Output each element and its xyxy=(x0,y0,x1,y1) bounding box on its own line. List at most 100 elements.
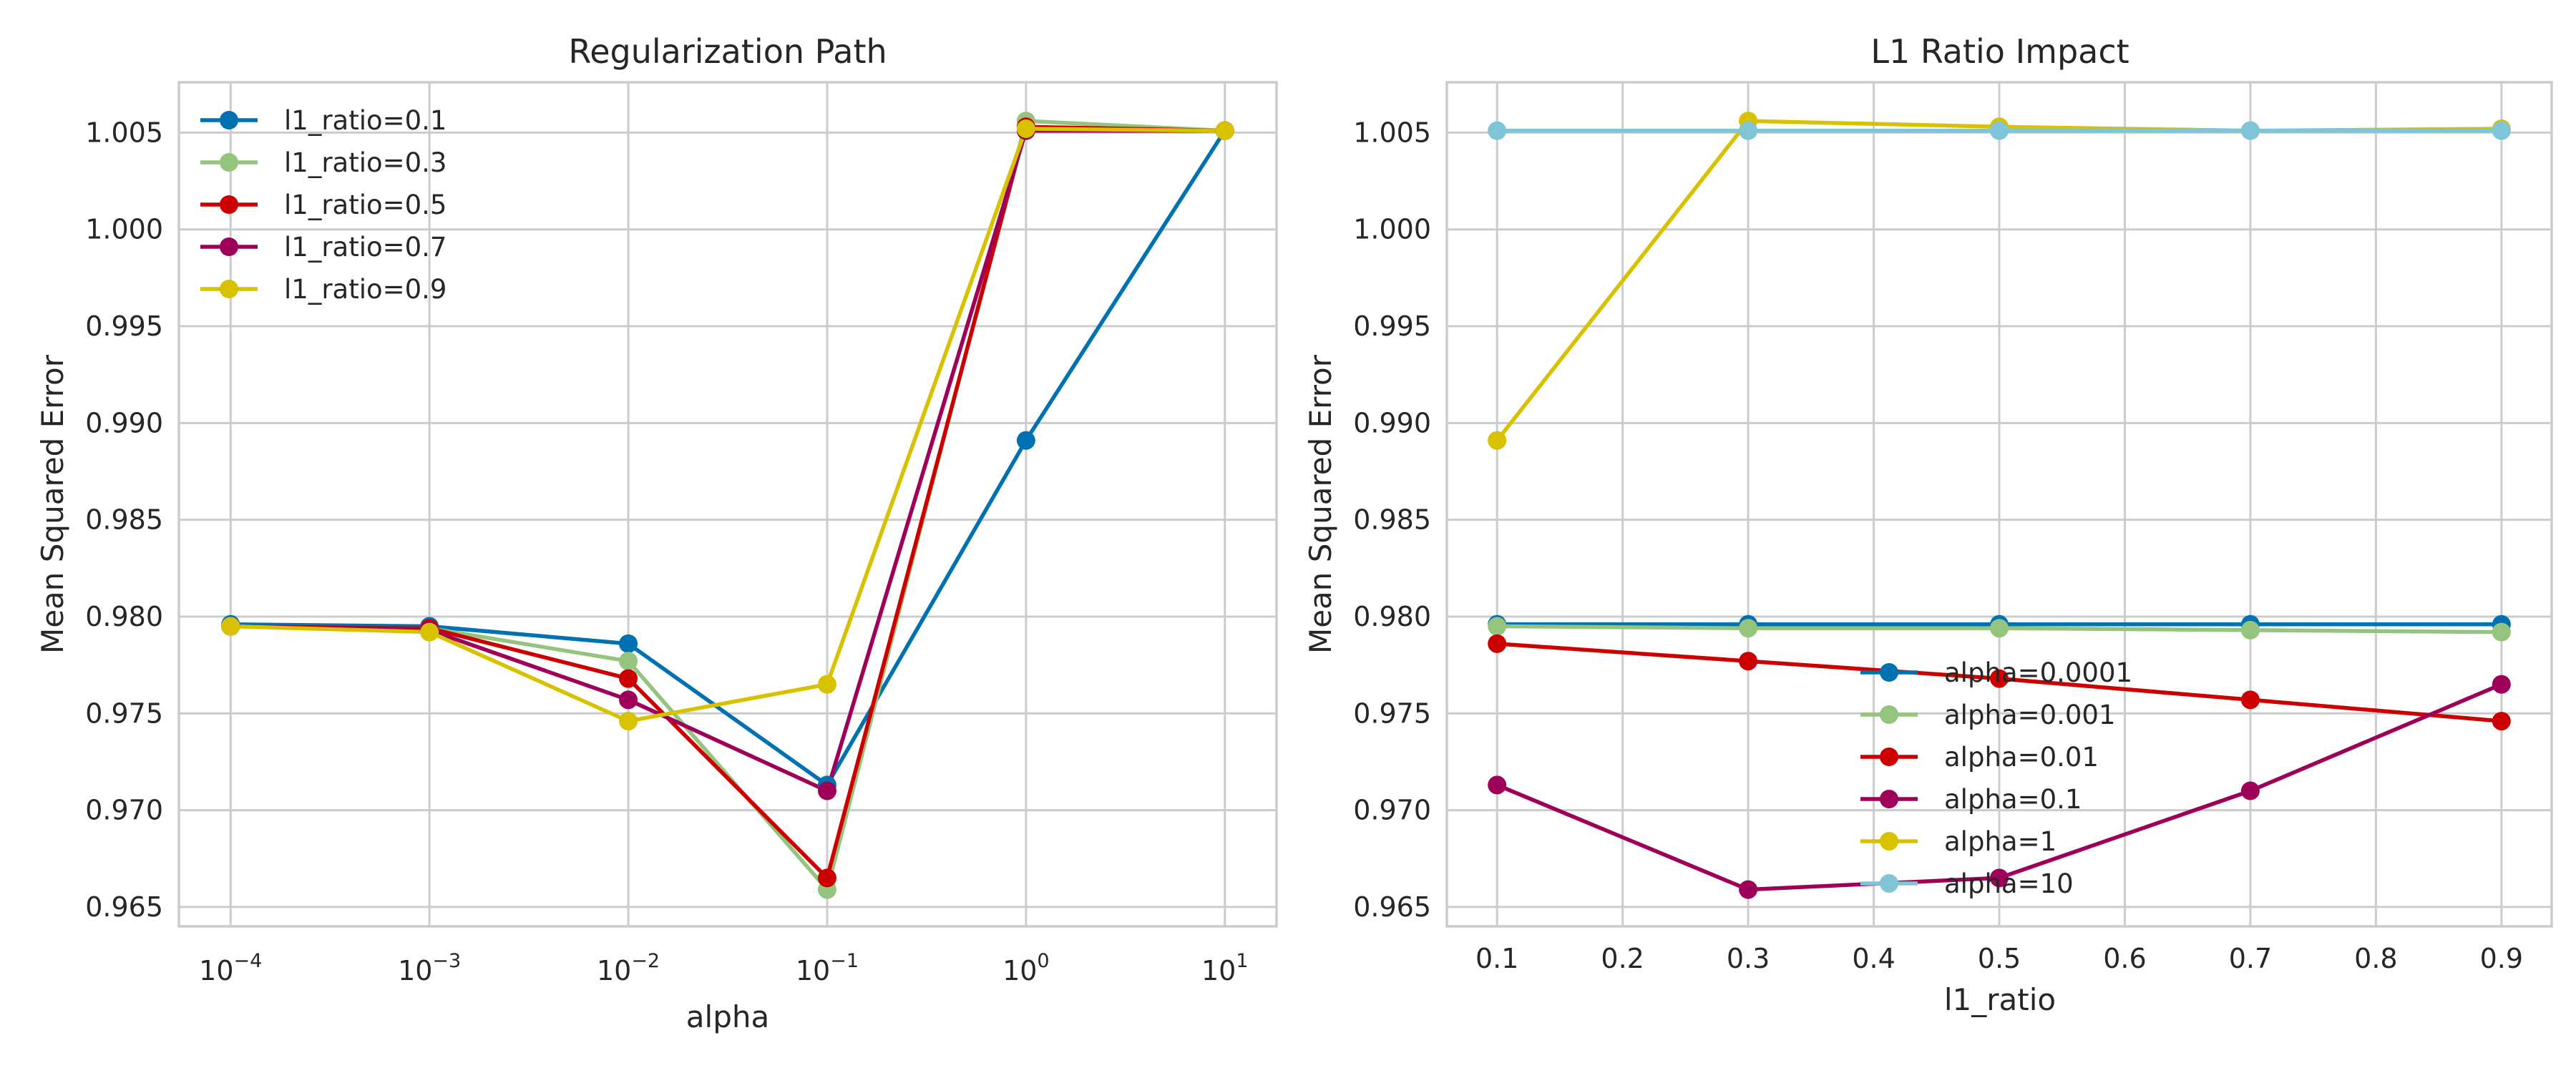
data-point-alpha-10 xyxy=(2240,121,2260,140)
data-point-l1-ratio-0-1 xyxy=(619,634,638,653)
y-tick-label: 0.980 xyxy=(85,601,163,632)
series-markers xyxy=(221,112,1234,899)
legend-label: alpha=1 xyxy=(1944,826,2057,857)
legend: l1_ratio=0.1 l1_ratio=0.3 l1_ratio=0.5 l1_r… xyxy=(200,105,447,305)
legend-swatch-marker xyxy=(1880,874,1898,893)
x-tick-label: 0.9 xyxy=(2480,943,2523,974)
plot-frame xyxy=(1445,81,2553,928)
data-point-alpha-0-001 xyxy=(1739,619,1758,638)
x-tick-label: 10−2 xyxy=(597,950,660,986)
data-point-l1-ratio-0-7 xyxy=(619,690,638,710)
tick-labels: 0.965 0.970 0.975 0.980 0.985 0.990 0.995 1.000… xyxy=(1353,117,2523,974)
y-tick-label: 1.005 xyxy=(1353,117,1431,148)
y-tick-label: 0.970 xyxy=(1353,795,1431,826)
data-point-l1-ratio-0-5 xyxy=(817,868,836,888)
y-tick-label: 0.970 xyxy=(85,795,163,826)
y-tick-label: 0.965 xyxy=(85,891,163,923)
legend-swatch-marker xyxy=(220,237,238,256)
data-point-l1-ratio-0-9 xyxy=(1215,121,1234,140)
data-point-alpha-10 xyxy=(1488,121,1507,140)
series-lines xyxy=(230,119,1227,892)
data-point-alpha-0-01 xyxy=(2240,690,2260,710)
y-tick-label: 0.985 xyxy=(1353,504,1431,536)
data-point-alpha-0-001 xyxy=(1488,617,1507,636)
data-point-l1-ratio-0-3 xyxy=(619,652,638,671)
x-tick-label: 10−3 xyxy=(398,950,461,986)
x-tick-label: 10−1 xyxy=(796,950,859,986)
data-point-alpha-0-01 xyxy=(2492,712,2511,731)
data-point-alpha-10 xyxy=(1990,121,2009,140)
data-point-alpha-0-001 xyxy=(2240,620,2260,640)
y-tick-label: 1.000 xyxy=(1353,214,1431,245)
x-tick-label: 101 xyxy=(1201,950,1249,986)
x-tick-label: 0.5 xyxy=(1978,943,2021,974)
y-axis-label: Mean Squared Error xyxy=(35,354,70,654)
y-tick-label: 0.980 xyxy=(1353,601,1431,632)
legend-label: l1_ratio=0.7 xyxy=(284,232,447,263)
y-tick-label: 0.995 xyxy=(85,310,163,342)
tick-labels: 0.965 0.970 0.975 0.980 0.985 0.990 0.995 1.000… xyxy=(85,117,1248,986)
chart-regularization-path: Regularization Path alpha Mean Squared E… xyxy=(35,32,1278,1034)
legend-swatch-marker xyxy=(1880,748,1898,766)
y-tick-label: 1.000 xyxy=(85,214,163,245)
data-point-l1-ratio-0-9 xyxy=(619,712,638,731)
legend: alpha=0.0001 alpha=0.001 alpha=0.01 alpha=0… xyxy=(1860,657,2132,899)
x-tick-label: 0.2 xyxy=(1601,943,1644,974)
data-point-alpha-10 xyxy=(1739,121,1758,140)
legend-label: l1_ratio=0.3 xyxy=(284,147,447,178)
legend-label: alpha=0.01 xyxy=(1944,742,2099,773)
data-point-alpha-0-01 xyxy=(1990,669,2009,688)
x-tick-label: 0.8 xyxy=(2354,943,2397,974)
legend-swatch-marker xyxy=(220,280,238,298)
legend-label: alpha=0.1 xyxy=(1944,784,2082,815)
plot-frame xyxy=(177,81,1278,928)
data-point-l1-ratio-0-1 xyxy=(1016,431,1035,450)
y-tick-label: 1.005 xyxy=(85,117,163,148)
legend-label: alpha=10 xyxy=(1944,868,2074,899)
legend-label: alpha=0.0001 xyxy=(1944,657,2132,688)
data-point-alpha-0-01 xyxy=(1488,634,1507,653)
data-point-l1-ratio-0-9 xyxy=(1016,119,1035,138)
x-axis-label: alpha xyxy=(686,999,769,1034)
y-tick-label: 0.975 xyxy=(85,697,163,729)
data-point-l1-ratio-0-7 xyxy=(817,781,836,800)
chart-title: L1 Ratio Impact xyxy=(1870,32,2129,71)
data-point-alpha-0-1 xyxy=(1739,880,1758,899)
x-tick-label: 10−4 xyxy=(199,950,262,986)
x-tick-label: 100 xyxy=(1002,950,1050,986)
x-tick-label: 0.7 xyxy=(2229,943,2272,974)
grid xyxy=(179,82,1277,926)
x-tick-label: 0.6 xyxy=(2103,943,2146,974)
data-point-alpha-1 xyxy=(1488,431,1507,450)
data-point-l1-ratio-0-9 xyxy=(817,675,836,694)
legend-label: l1_ratio=0.5 xyxy=(284,190,447,220)
y-tick-label: 0.995 xyxy=(1353,310,1431,342)
legend-label: alpha=0.001 xyxy=(1944,700,2116,730)
x-tick-label: 0.3 xyxy=(1727,943,1770,974)
y-tick-label: 0.985 xyxy=(85,504,163,536)
legend-label: l1_ratio=0.1 xyxy=(284,105,447,136)
data-point-alpha-0-001 xyxy=(1990,619,2009,638)
data-point-alpha-10 xyxy=(2492,121,2511,140)
series-markers xyxy=(1488,112,2511,899)
legend-swatch-marker xyxy=(1880,663,1898,682)
chart-title: Regularization Path xyxy=(568,32,887,71)
data-point-alpha-0-1 xyxy=(2492,675,2511,694)
y-tick-label: 0.990 xyxy=(1353,407,1431,438)
data-point-alpha-0-1 xyxy=(2240,781,2260,800)
data-point-alpha-0-001 xyxy=(2492,622,2511,642)
data-point-alpha-0-1 xyxy=(1990,868,2009,888)
y-tick-label: 0.965 xyxy=(1353,891,1431,923)
legend-label: l1_ratio=0.9 xyxy=(284,274,447,305)
data-point-l1-ratio-0-9 xyxy=(221,617,240,636)
x-axis-label: l1_ratio xyxy=(1944,982,2056,1017)
x-tick-label: 0.4 xyxy=(1852,943,1895,974)
series-line-l1-ratio-0-9 xyxy=(230,127,1225,723)
legend-swatch-marker xyxy=(1880,790,1898,808)
legend-swatch-marker xyxy=(220,153,238,172)
data-point-l1-ratio-0-9 xyxy=(420,622,439,642)
x-tick-label: 0.1 xyxy=(1475,943,1518,974)
legend-swatch-marker xyxy=(1880,832,1898,851)
y-tick-label: 0.975 xyxy=(1353,697,1431,729)
